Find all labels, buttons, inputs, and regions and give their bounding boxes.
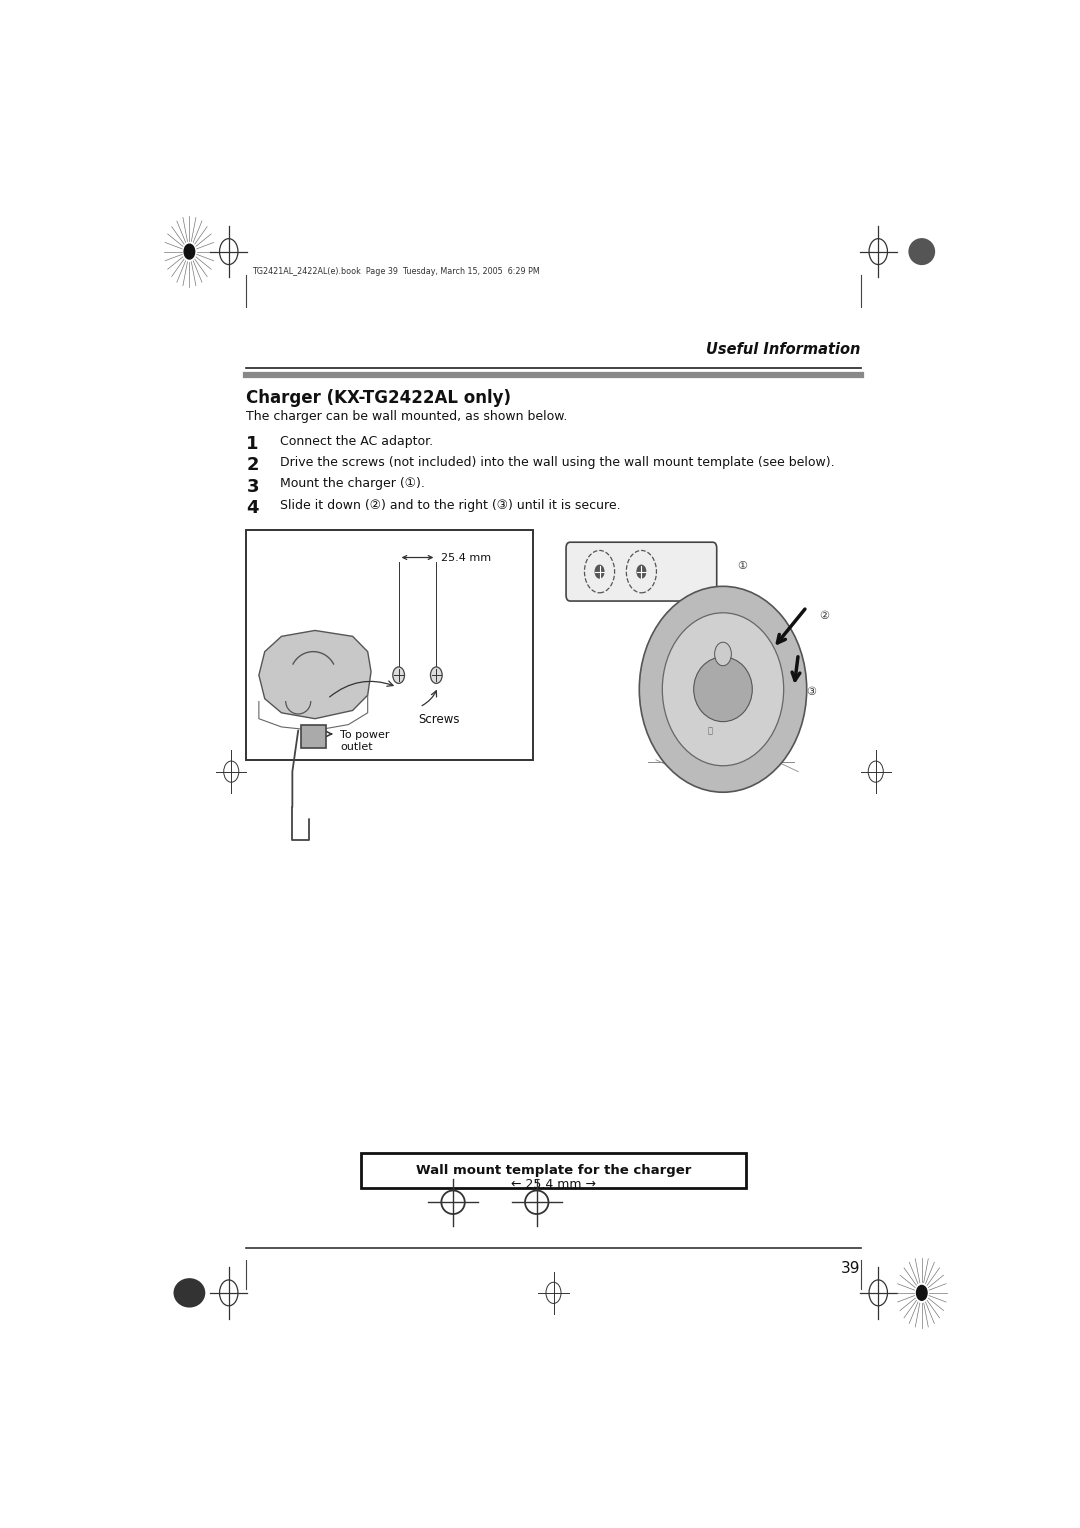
Text: Useful Information: Useful Information bbox=[706, 342, 861, 358]
Text: ②: ② bbox=[820, 611, 829, 622]
Circle shape bbox=[594, 564, 605, 579]
Text: ①: ① bbox=[738, 561, 747, 571]
Text: Charger (KX-TG2422AL only): Charger (KX-TG2422AL only) bbox=[246, 390, 511, 408]
Ellipse shape bbox=[908, 238, 935, 266]
Text: ← 25.4 mm →: ← 25.4 mm → bbox=[511, 1178, 596, 1192]
Circle shape bbox=[184, 244, 194, 260]
Text: Mount the charger (①).: Mount the charger (①). bbox=[280, 477, 424, 490]
Ellipse shape bbox=[442, 1190, 464, 1215]
Ellipse shape bbox=[662, 613, 784, 766]
Bar bbox=[300, 724, 326, 749]
Ellipse shape bbox=[174, 1277, 205, 1308]
Text: ⓢ: ⓢ bbox=[707, 726, 713, 735]
Text: TG2421AL_2422AL(e).book  Page 39  Tuesday, March 15, 2005  6:29 PM: TG2421AL_2422AL(e).book Page 39 Tuesday,… bbox=[253, 267, 540, 277]
Text: Slide it down (②) and to the right (③) until it is secure.: Slide it down (②) and to the right (③) u… bbox=[280, 498, 620, 512]
Text: Screws: Screws bbox=[418, 712, 459, 726]
Bar bbox=[246, 530, 532, 759]
Circle shape bbox=[393, 666, 405, 683]
FancyBboxPatch shape bbox=[566, 542, 717, 601]
Text: 25.4 mm: 25.4 mm bbox=[441, 553, 490, 562]
Text: Connect the AC adaptor.: Connect the AC adaptor. bbox=[280, 435, 433, 448]
Circle shape bbox=[917, 1285, 927, 1300]
Circle shape bbox=[715, 642, 731, 666]
Text: 1: 1 bbox=[246, 435, 259, 454]
Text: 4: 4 bbox=[246, 498, 259, 516]
Ellipse shape bbox=[525, 1190, 549, 1215]
Circle shape bbox=[636, 564, 647, 579]
Text: To power
outlet: To power outlet bbox=[340, 730, 390, 752]
Ellipse shape bbox=[693, 657, 753, 721]
Circle shape bbox=[431, 666, 442, 683]
Text: Drive the screws (not included) into the wall using the wall mount template (see: Drive the screws (not included) into the… bbox=[280, 457, 835, 469]
Text: 2: 2 bbox=[246, 457, 259, 474]
Text: Wall mount template for the charger: Wall mount template for the charger bbox=[416, 1164, 691, 1177]
Text: ③: ③ bbox=[807, 686, 816, 697]
Text: 3: 3 bbox=[246, 477, 259, 495]
Text: 39: 39 bbox=[841, 1261, 861, 1276]
Bar bbox=[361, 1152, 746, 1189]
Polygon shape bbox=[259, 631, 372, 718]
Ellipse shape bbox=[639, 587, 807, 792]
Text: The charger can be wall mounted, as shown below.: The charger can be wall mounted, as show… bbox=[246, 411, 568, 423]
